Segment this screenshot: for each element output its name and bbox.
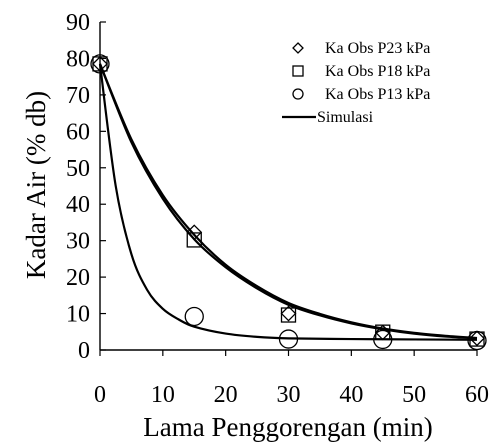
y-tick-label: 10 <box>66 302 90 328</box>
circle-marker <box>278 329 299 349</box>
legend-label: Ka Obs P23 kPa <box>325 40 430 57</box>
x-tick-label: 30 <box>277 382 301 408</box>
x-tick-label: 10 <box>151 382 175 408</box>
square-marker <box>92 56 108 72</box>
y-tick-label: 90 <box>66 10 90 36</box>
circle-marker <box>373 329 393 350</box>
circle-marker <box>90 54 110 74</box>
y-tick-label: 50 <box>66 156 90 182</box>
y-tick-label: 40 <box>66 192 90 218</box>
legend-label: Simulasi <box>317 109 374 126</box>
data-markers <box>90 54 487 351</box>
square-marker <box>186 232 202 248</box>
y-tick-label: 70 <box>66 83 90 109</box>
axes: 0 10 20 30 40 50 60 70 80 90 0 10 20 30 40 50 60 <box>66 10 489 408</box>
legend-label: Ka Obs P18 kPa <box>325 63 430 80</box>
x-tick-label: 40 <box>339 382 363 408</box>
y-tick-label: 30 <box>66 229 90 255</box>
simulation-curve <box>98 63 478 340</box>
simulation-curves <box>98 63 478 341</box>
x-tick-label: 20 <box>214 382 238 408</box>
y-axis-title: Kadar Air (% db) <box>21 91 51 279</box>
square-marker <box>292 65 304 77</box>
circle-marker <box>292 88 304 100</box>
circle-marker <box>467 330 487 351</box>
diamond-marker <box>280 305 297 322</box>
y-tick-label: 60 <box>66 119 90 145</box>
y-tick-label: 0 <box>78 338 90 364</box>
simulation-curve <box>98 63 478 340</box>
y-tick-label: 80 <box>66 46 90 72</box>
x-tick-label: 60 <box>465 382 489 408</box>
circle-marker <box>184 306 204 327</box>
diamond-marker <box>186 224 203 241</box>
legend: Ka Obs P23 kPa Ka Obs P18 kPa Ka Obs P13 k… <box>282 40 430 126</box>
legend-label: Ka Obs P13 kPa <box>325 86 430 103</box>
x-tick-label: 0 <box>94 382 106 408</box>
diamond-marker <box>292 42 304 54</box>
x-tick-label: 50 <box>402 382 426 408</box>
y-tick-label: 20 <box>66 265 90 291</box>
simulation-curve <box>98 63 478 341</box>
x-axis-title: Lama Penggorengan (min) <box>143 412 432 442</box>
square-marker <box>375 324 391 340</box>
diamond-marker <box>469 330 485 347</box>
square-marker <box>280 307 297 323</box>
